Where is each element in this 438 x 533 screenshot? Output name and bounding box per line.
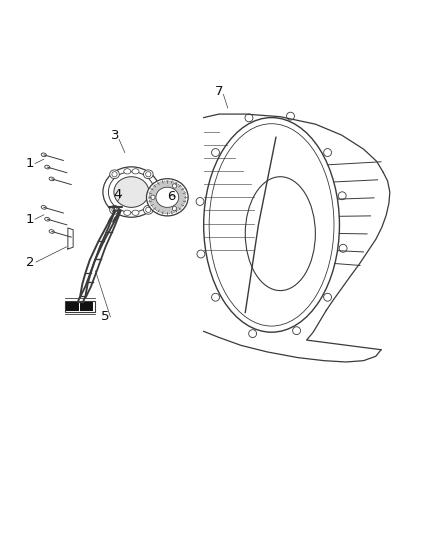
Text: 6: 6 xyxy=(166,190,175,203)
Circle shape xyxy=(151,195,155,199)
Ellipse shape xyxy=(110,205,119,214)
Ellipse shape xyxy=(114,177,149,207)
Text: 3: 3 xyxy=(110,130,119,142)
Text: 7: 7 xyxy=(215,85,223,98)
Circle shape xyxy=(146,207,151,213)
Text: 1: 1 xyxy=(25,157,34,170)
Circle shape xyxy=(249,330,257,337)
Circle shape xyxy=(324,149,332,157)
Bar xyxy=(66,302,79,311)
Ellipse shape xyxy=(124,169,131,174)
Circle shape xyxy=(112,207,117,213)
Ellipse shape xyxy=(132,169,139,174)
Circle shape xyxy=(245,114,253,122)
Circle shape xyxy=(112,172,117,177)
Ellipse shape xyxy=(110,170,119,179)
Circle shape xyxy=(173,184,177,188)
Ellipse shape xyxy=(103,167,160,217)
Text: 4: 4 xyxy=(113,188,122,201)
Ellipse shape xyxy=(124,210,131,215)
Circle shape xyxy=(293,327,300,335)
Circle shape xyxy=(324,293,332,301)
Ellipse shape xyxy=(149,181,186,214)
Ellipse shape xyxy=(132,210,139,215)
Ellipse shape xyxy=(41,153,46,157)
Circle shape xyxy=(212,293,219,301)
Ellipse shape xyxy=(49,177,54,181)
Circle shape xyxy=(339,244,347,252)
Circle shape xyxy=(212,149,219,157)
Ellipse shape xyxy=(146,179,188,216)
Ellipse shape xyxy=(45,165,50,169)
Ellipse shape xyxy=(144,170,153,179)
Ellipse shape xyxy=(41,206,46,209)
Circle shape xyxy=(197,250,205,258)
Circle shape xyxy=(338,192,346,200)
Text: 1: 1 xyxy=(25,213,34,225)
Text: 2: 2 xyxy=(25,256,34,269)
Bar xyxy=(65,301,95,312)
Ellipse shape xyxy=(156,187,179,207)
Ellipse shape xyxy=(45,217,50,221)
Circle shape xyxy=(286,112,294,120)
Circle shape xyxy=(196,198,204,205)
Ellipse shape xyxy=(144,205,153,214)
Circle shape xyxy=(146,172,151,177)
Text: 5: 5 xyxy=(101,310,110,324)
Ellipse shape xyxy=(108,172,154,213)
Ellipse shape xyxy=(49,230,54,233)
Bar xyxy=(80,302,93,311)
Circle shape xyxy=(173,206,177,211)
